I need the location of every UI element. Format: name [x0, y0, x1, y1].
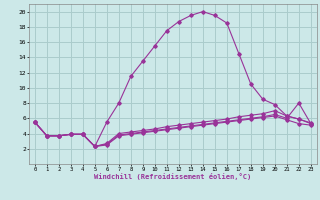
X-axis label: Windchill (Refroidissement éolien,°C): Windchill (Refroidissement éolien,°C) — [94, 173, 252, 180]
